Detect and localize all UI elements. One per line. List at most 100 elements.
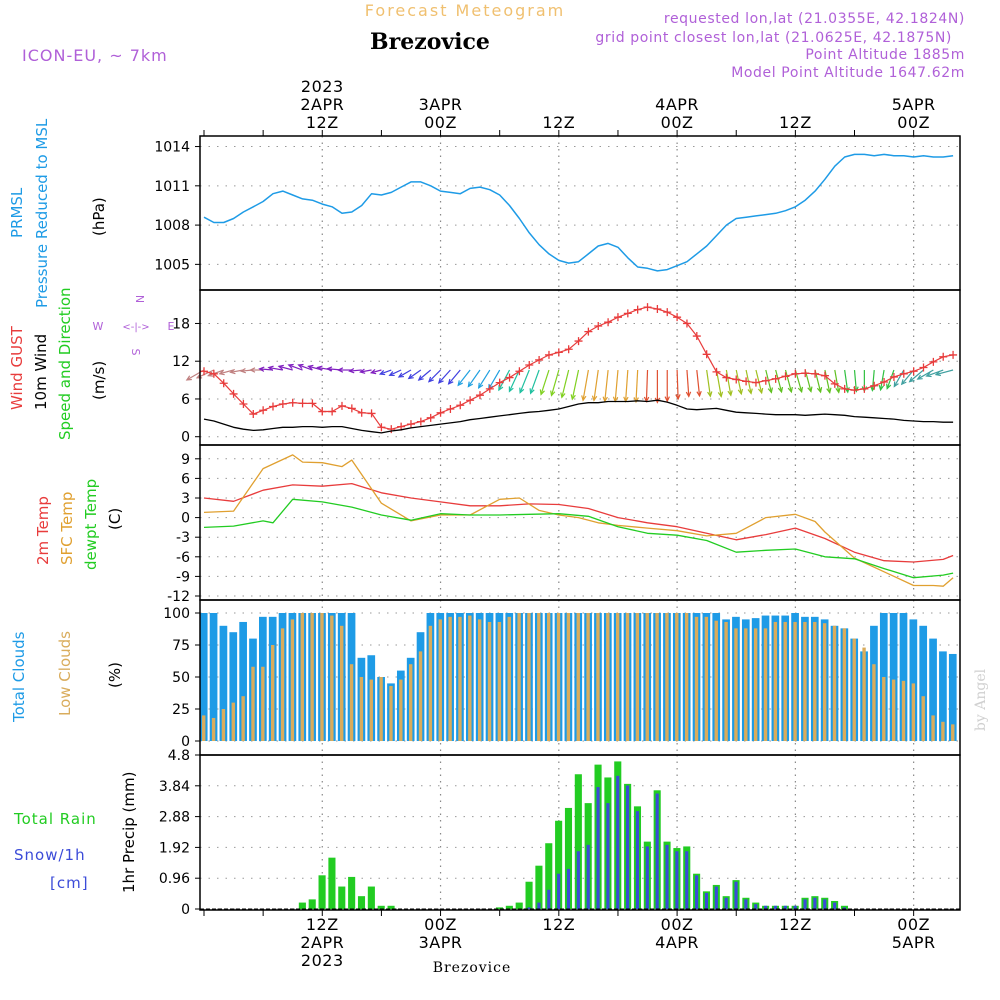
wind-direction-arrow (508, 369, 520, 392)
snow-bar (586, 844, 590, 909)
label-percent: (%) (106, 662, 124, 688)
wind-direction-arrow (457, 369, 471, 386)
wind-direction-arrow (259, 368, 274, 371)
label-hpa: (hPa) (90, 197, 108, 236)
wind-direction-arrow (635, 369, 639, 402)
wind-direction-arrow (824, 369, 831, 393)
wind-gust-marker (456, 401, 465, 410)
y-tick-label: 1008 (154, 218, 190, 234)
wind-arrow-head (560, 392, 566, 399)
precip-labels: Total Rain Snow/1h [cm] 1hr Precip (mm) (13, 772, 138, 893)
wind-arrow-head (727, 390, 733, 397)
panel-frame-pressure (199, 135, 961, 291)
low-cloud-bar (448, 616, 452, 742)
snow-bar (635, 811, 640, 909)
snow-bar (764, 905, 768, 909)
total-cloud-bar (239, 621, 247, 742)
low-cloud-bar (832, 625, 837, 742)
wind-gust-marker (949, 350, 958, 359)
wind-gust-marker (909, 367, 918, 376)
low-cloud-bar (941, 721, 945, 742)
wind-gust-marker (387, 425, 396, 434)
wind-direction-arrow (676, 369, 679, 400)
low-cloud-bar (822, 623, 827, 742)
y-tick-label: -12 (167, 589, 190, 605)
low-cloud-bar (300, 613, 304, 742)
wind-labels: Wind GUST 10m Wind Speed and Direction (… (8, 287, 108, 440)
rain-bar (328, 857, 336, 909)
snow-bar (566, 868, 571, 909)
label-total-rain: Total Rain (13, 810, 97, 828)
wind-arrow-head (916, 374, 923, 380)
wind-arrow-head (633, 397, 639, 404)
wind-arrow-head (348, 368, 355, 374)
wind-direction-arrow (448, 369, 461, 385)
wind-arrow-head (900, 379, 907, 386)
low-cloud-bar (635, 613, 640, 742)
low-cloud-bar (359, 677, 364, 742)
wind-direction-arrow (715, 369, 722, 397)
snow-bar (803, 899, 807, 909)
wind-direction-arrow (834, 369, 840, 393)
snow-bar (773, 905, 778, 909)
low-cloud-bar (566, 613, 571, 742)
low-cloud-bar (783, 621, 787, 742)
rain-bar (387, 905, 395, 909)
wind-gust-marker (594, 321, 603, 330)
wind-direction-arrow (208, 369, 224, 377)
wind-arrow-head (685, 391, 692, 398)
wind-arrow-head (908, 376, 915, 383)
wind-direction-arrow (893, 369, 905, 387)
wind-gust-marker (653, 304, 662, 313)
label-low-clouds: Low Clouds (56, 631, 74, 716)
low-cloud-bar (310, 613, 314, 742)
wind-gust-marker (200, 367, 208, 376)
wind-gust-marker (613, 313, 622, 322)
wind-arrow-head (218, 369, 225, 376)
total-cloud-bar (899, 613, 908, 742)
temp-2m-line (203, 482, 954, 563)
wind-gust-marker (544, 350, 553, 359)
snow-bar (547, 889, 551, 909)
wind-arrow-head (185, 375, 192, 381)
low-cloud-bar (507, 616, 511, 742)
y-tick-label: 9 (181, 452, 190, 468)
snow-bar (744, 899, 748, 909)
total-cloud-bar (909, 619, 918, 742)
snow-bar (616, 775, 620, 909)
rain-bar (564, 807, 573, 909)
label-10m-wind: 10m Wind (32, 334, 50, 410)
wind-direction-arrow (686, 369, 690, 397)
wind-arrow-head (737, 388, 744, 396)
wind-arrow-head (591, 395, 598, 402)
wind-gust-marker (367, 409, 376, 418)
wind-arrow-head (508, 386, 514, 393)
wind-gust-marker (742, 377, 751, 386)
label-celsius: (C) (106, 508, 124, 530)
low-cloud-bar (684, 613, 689, 742)
label-speed-direction: Speed and Direction (56, 287, 74, 440)
low-cloud-bar (497, 621, 502, 742)
wind-arrow-head (307, 364, 314, 371)
bottom-time-label: 4APR (655, 933, 699, 952)
wind-direction-arrow (696, 369, 701, 396)
wind-gust-marker (308, 399, 317, 408)
wind-direction-arrow (645, 369, 649, 402)
rain-bar (338, 886, 346, 909)
wind-gust-marker (771, 374, 780, 383)
wind-direction-arrow (530, 369, 540, 394)
wind-gust-marker (584, 327, 593, 336)
low-cloud-bar (280, 628, 285, 742)
wind-direction-arrow (706, 369, 711, 397)
compass-cross-icon: <-|-> (122, 322, 149, 333)
y-tick-label: -9 (176, 569, 190, 585)
wind-arrow-head (816, 387, 823, 394)
low-cloud-bar (330, 615, 334, 742)
wind-direction-arrow (408, 369, 422, 379)
wind-arrow-head (777, 386, 784, 394)
wind-arrow-head (550, 390, 556, 397)
wind-gust-marker (791, 369, 800, 378)
wind-direction-arrow (428, 369, 441, 383)
y-tick-label: -6 (176, 550, 190, 566)
